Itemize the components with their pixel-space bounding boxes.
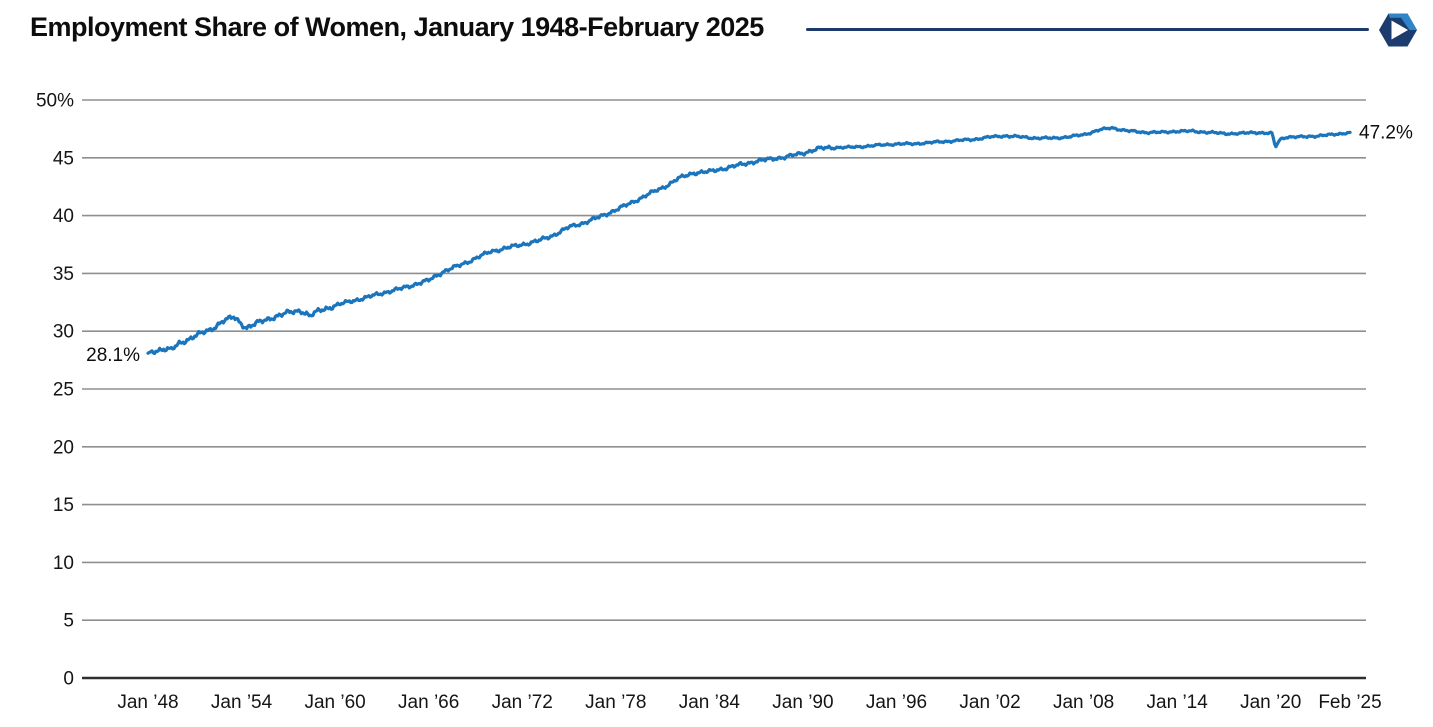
y-axis-labels: 0 5 10 15 20 25 30 35 40 45 50% [36,91,74,690]
x-tick-label: Jan ’84 [679,692,741,713]
x-tick-label: Jan ’48 [117,692,178,713]
y-tick-label: 45 [53,148,74,169]
end-value-label: 47.2% [1359,122,1413,143]
y-tick-label: 0 [63,669,74,690]
x-tick-label: Jan ’54 [211,692,273,713]
y-tick-label: 35 [53,264,74,285]
x-tick-label: Jan ’20 [1240,692,1301,713]
title-divider [806,28,1369,31]
y-tick-label: 50% [36,91,74,112]
x-tick-label: Jan ’90 [772,692,833,713]
y-tick-label: 20 [53,437,74,458]
y-tick-label: 40 [53,206,74,227]
start-value-label: 28.1% [86,345,140,366]
x-tick-label: Jan ’14 [1147,692,1209,713]
logo-center-triangle [1391,20,1408,40]
y-tick-label: 10 [53,553,74,574]
series-line [146,125,1352,356]
x-tick-label: Jan ’78 [585,692,646,713]
gridlines [82,99,1366,680]
y-tick-label: 25 [53,380,74,401]
x-tick-label: Feb ’25 [1318,692,1381,713]
x-tick-label: Jan ’72 [492,692,553,713]
logo-top-band-shape [1388,13,1417,30]
page-title: Employment Share of Women, January 1948-… [30,12,764,42]
y-tick-label: 30 [53,322,74,343]
x-tick-label: Jan ’08 [1053,692,1114,713]
y-tick-label: 5 [63,611,74,632]
x-tick-label: Jan ’60 [304,692,365,713]
hexagon-pinwheel-logo-icon [1379,13,1417,47]
x-tick-label: Jan ’02 [959,692,1020,713]
y-tick-label: 15 [53,495,74,516]
x-tick-label: Jan ’66 [398,692,459,713]
x-axis-labels: Jan ’48 Jan ’54 Jan ’60 Jan ’66 Jan ’72 Jan ’… [117,692,1381,713]
x-tick-label: Jan ’96 [866,692,927,713]
